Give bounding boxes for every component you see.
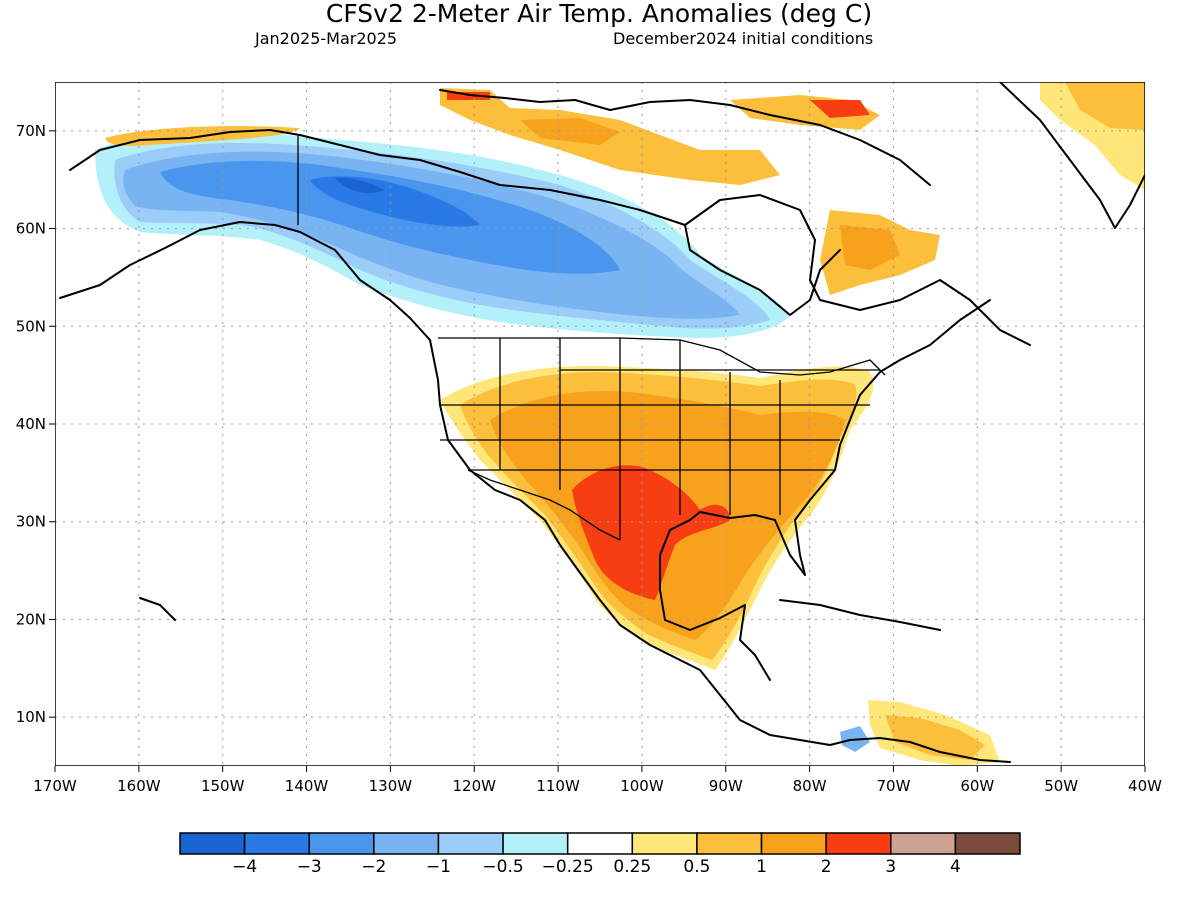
colorbar-swatch (373, 832, 440, 855)
arctic-coast-alaska (69, 129, 301, 171)
lon-tick-label: 110W (536, 777, 580, 795)
lon-tick-label: 90W (709, 777, 743, 795)
colorbar-label: 1 (756, 857, 767, 877)
lon-tick-label: 70W (877, 777, 911, 795)
us-mexico-border (467, 469, 621, 541)
lon-tick-label: 120W (452, 777, 496, 795)
map-panel (55, 82, 1145, 766)
colorbar-label: −2 (361, 857, 386, 877)
state-borders-latitudinal (440, 369, 880, 471)
hudson-labrador-coast (684, 194, 1031, 346)
map-title: CFSv2 2-Meter Air Temp. Anomalies (deg C… (326, 0, 872, 28)
colorbar-swatch (179, 832, 246, 855)
lat-tick-label: 60N (16, 220, 46, 238)
lon-tick-label: 40W (1128, 777, 1162, 795)
colorbar-swatch (696, 832, 763, 855)
lon-tick-label: 100W (620, 777, 664, 795)
colorbar-swatch (243, 832, 310, 855)
greenland-warm-core (1065, 82, 1145, 130)
colorbar-label: −0.25 (542, 857, 594, 877)
colorbar-swatch (890, 832, 957, 855)
lon-tick-label: 80W (793, 777, 827, 795)
valid-period: Jan2025-Mar2025 (254, 29, 397, 48)
initial-conditions: December2024 initial conditions (613, 29, 873, 48)
lat-tick-label: 50N (16, 317, 46, 335)
longitude-labels: 170W 160W 150W 140W 130W 120W 110W 100W 90W 80W 70… (33, 766, 1162, 795)
lon-tick-label: 170W (33, 777, 77, 795)
colorbar-label: −0.5 (482, 857, 523, 877)
colorbar-label: −1 (426, 857, 451, 877)
colorbar-label: 0.25 (613, 857, 651, 877)
colorbar-label: 0.5 (683, 857, 710, 877)
cuba-coast (779, 599, 941, 631)
colorbar-label: 3 (885, 857, 896, 877)
lat-tick-label: 20N (16, 610, 46, 628)
arctic-islands-coast (439, 89, 931, 186)
lat-tick-label: 70N (16, 122, 46, 140)
south-america-warm-core (885, 715, 985, 760)
anomaly-plus-2 (572, 465, 730, 600)
anomaly-minus-2 (160, 160, 620, 274)
colorbar-label: −3 (297, 857, 322, 877)
colorbar-swatch (825, 832, 892, 855)
lon-tick-label: 140W (285, 777, 329, 795)
colorbar-swatch (502, 832, 569, 855)
colorbar-swatch (760, 832, 827, 855)
anomaly-minus-4 (335, 177, 385, 194)
colorbar-label: 2 (821, 857, 832, 877)
colorbar-swatch (631, 832, 698, 855)
political-borders (297, 135, 886, 541)
coastlines (59, 82, 1145, 763)
greenland-coast (999, 82, 1145, 229)
state-borders (440, 338, 870, 540)
colorbar-label: −4 (232, 857, 257, 877)
colorbar: −4 −3 −2 −1 −0.5 −0.25 0.25 0.5 1 2 3 4 (179, 832, 1021, 877)
colorbar-label: 4 (950, 857, 961, 877)
colorbar-swatch (566, 832, 634, 855)
colorbar-swatch (308, 832, 375, 855)
lat-tick-label: 30N (16, 513, 46, 531)
gridlines (55, 82, 1145, 766)
arctic-warm-core (520, 118, 620, 145)
lat-tick-label: 40N (16, 415, 46, 433)
hawaii-coast (139, 597, 176, 621)
lon-tick-label: 160W (117, 777, 161, 795)
arctic-coast-canada (299, 134, 841, 316)
atlantic-gulf-coast (659, 299, 991, 681)
lon-tick-label: 50W (1044, 777, 1078, 795)
labrador-warm-core (840, 225, 900, 270)
latitude-labels: 10N 20N 30N 40N 50N 60N 70N (16, 122, 55, 726)
colorbar-swatch (954, 832, 1021, 855)
pacific-coastline (59, 221, 1011, 763)
colorbar-swatch (437, 832, 504, 855)
anomaly-shading (95, 82, 1145, 766)
us-canada-border (438, 337, 886, 376)
lon-tick-label: 150W (201, 777, 245, 795)
lon-tick-label: 130W (369, 777, 413, 795)
lat-tick-label: 10N (16, 708, 46, 726)
lon-tick-label: 60W (960, 777, 994, 795)
arctic-hot-spot (447, 92, 490, 100)
baffin-hot (810, 100, 870, 118)
